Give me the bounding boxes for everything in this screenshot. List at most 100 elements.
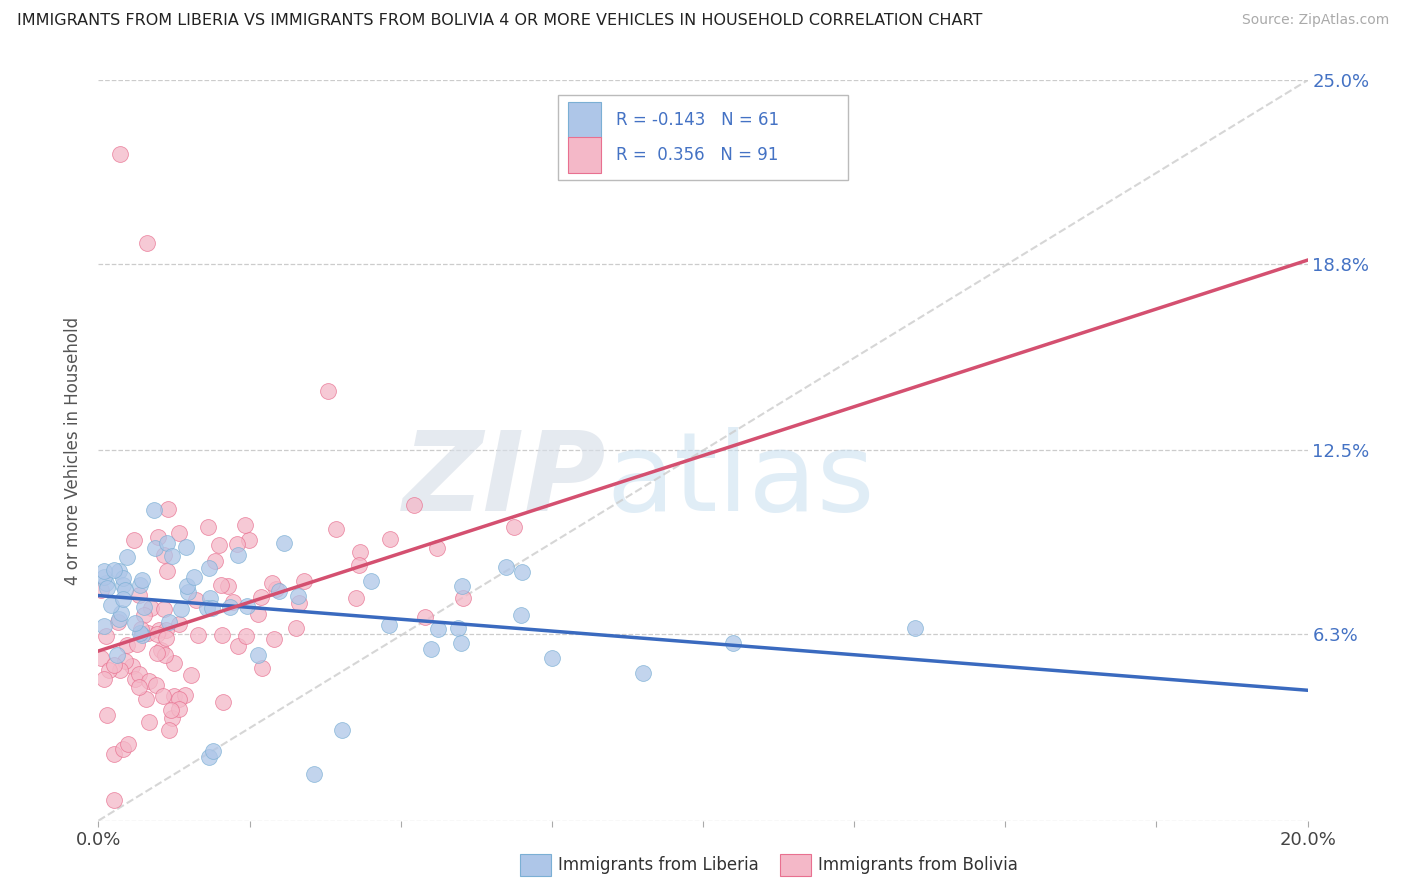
Point <box>107 615 129 629</box>
Point <box>413 610 436 624</box>
Point <box>183 570 205 584</box>
Point <box>167 702 190 716</box>
Point <box>153 601 176 615</box>
Point <box>252 661 274 675</box>
Point <box>163 689 186 703</box>
Point <box>108 612 131 626</box>
Point <box>510 565 533 579</box>
Point <box>108 564 131 578</box>
Point <box>114 583 136 598</box>
Point <box>90 583 112 598</box>
Point <box>176 579 198 593</box>
Point <box>122 533 145 548</box>
Point <box>209 578 232 592</box>
Point <box>169 617 191 632</box>
Point <box>121 659 143 673</box>
Point <box>135 236 157 251</box>
Point <box>156 564 179 578</box>
Point <box>112 591 135 606</box>
Point <box>200 600 222 615</box>
Point <box>451 579 474 593</box>
Point <box>404 498 426 512</box>
Point <box>236 599 259 614</box>
Point <box>285 621 308 635</box>
Point <box>93 570 115 584</box>
Point <box>246 648 269 663</box>
Point <box>127 637 149 651</box>
Point <box>124 615 146 630</box>
Point <box>160 549 183 563</box>
Point <box>103 563 125 577</box>
Point <box>128 588 150 602</box>
Point <box>129 622 152 636</box>
Point <box>263 632 285 646</box>
Text: IMMIGRANTS FROM LIBERIA VS IMMIGRANTS FROM BOLIVIA 4 OR MORE VEHICLES IN HOUSEHO: IMMIGRANTS FROM LIBERIA VS IMMIGRANTS FR… <box>17 13 983 29</box>
Text: ZIP: ZIP <box>402 426 606 533</box>
Point <box>249 591 271 605</box>
Point <box>218 599 240 614</box>
Point <box>155 648 177 662</box>
Y-axis label: 4 or more Vehicles in Household: 4 or more Vehicles in Household <box>65 317 83 584</box>
Point <box>186 593 208 607</box>
Point <box>360 574 382 589</box>
Point <box>94 576 117 591</box>
Point <box>96 708 118 723</box>
Point <box>211 627 233 641</box>
Point <box>287 589 309 603</box>
Point <box>152 690 174 704</box>
Point <box>170 602 193 616</box>
Point <box>246 607 269 621</box>
Point <box>114 654 136 668</box>
Point <box>330 723 353 738</box>
Point <box>344 591 367 606</box>
Point <box>150 643 173 657</box>
Point <box>450 636 472 650</box>
Point <box>117 550 139 565</box>
FancyBboxPatch shape <box>568 137 602 173</box>
Point <box>502 519 524 533</box>
Point <box>540 650 562 665</box>
Point <box>93 672 115 686</box>
Point <box>316 384 339 399</box>
Point <box>103 793 125 807</box>
Point <box>267 584 290 599</box>
Point <box>103 658 125 673</box>
Point <box>180 668 202 682</box>
Point <box>167 691 190 706</box>
Point <box>451 591 474 605</box>
Point <box>378 532 401 546</box>
Point <box>111 571 134 585</box>
Point <box>145 646 167 660</box>
Point <box>198 749 221 764</box>
FancyBboxPatch shape <box>568 103 602 138</box>
Point <box>426 622 449 636</box>
Point <box>128 680 150 694</box>
Point <box>159 703 181 717</box>
Point <box>146 530 169 544</box>
Point <box>187 628 209 642</box>
Point <box>292 574 315 589</box>
Point <box>174 540 197 554</box>
Point <box>204 554 226 568</box>
Point <box>131 574 153 588</box>
Point <box>174 688 197 702</box>
Point <box>153 549 176 563</box>
Point <box>304 767 326 781</box>
Point <box>145 627 167 641</box>
Point <box>157 723 180 737</box>
Point <box>235 517 257 532</box>
Point <box>117 737 139 751</box>
Point <box>163 656 186 670</box>
Text: Immigrants from Bolivia: Immigrants from Bolivia <box>818 856 1018 874</box>
Point <box>142 503 165 517</box>
Point <box>349 545 371 559</box>
Point <box>94 629 117 643</box>
Point <box>93 619 115 633</box>
Point <box>124 672 146 686</box>
Point <box>132 599 155 614</box>
Point <box>155 631 177 645</box>
Point <box>177 585 200 599</box>
FancyBboxPatch shape <box>558 95 848 180</box>
Point <box>103 747 125 762</box>
Point <box>90 651 112 665</box>
